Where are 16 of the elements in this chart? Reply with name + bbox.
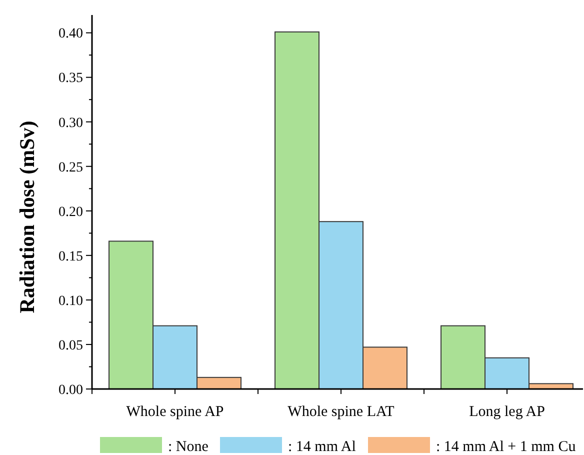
y-tick-label: 0.00 xyxy=(58,382,83,398)
y-tick-label: 0.10 xyxy=(58,294,83,309)
legend-label: : None xyxy=(168,439,209,455)
y-tick-label: 0.30 xyxy=(58,116,83,131)
legend-label: : 14 mm Al xyxy=(288,439,356,455)
y-tick-label: 0.35 xyxy=(58,71,83,86)
y-tick-label: 0.20 xyxy=(58,204,83,220)
y-tick-label: 0.05 xyxy=(58,338,83,354)
x-tick-label: Long leg AP xyxy=(469,404,545,420)
x-tick-label: Whole spine LAT xyxy=(288,404,394,420)
legend-label: : 14 mm Al + 1 mm Cu xyxy=(436,439,576,455)
y-tick-label: 0.25 xyxy=(58,160,83,176)
x-tick-label: Whole spine AP xyxy=(126,404,224,420)
y-axis-title: Radiation dose (mSv) xyxy=(15,120,39,314)
y-tick-label: 0.40 xyxy=(58,26,83,42)
y-tick-label: 0.15 xyxy=(58,249,83,264)
